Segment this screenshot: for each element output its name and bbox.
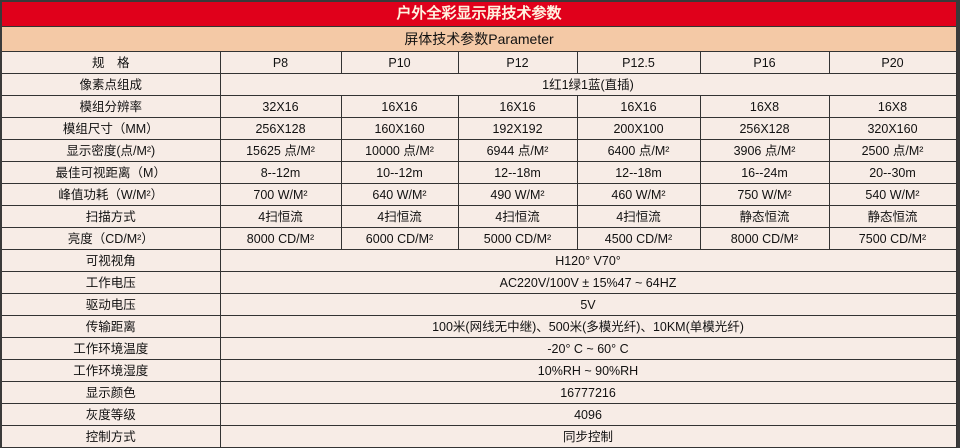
row-label: 最佳可视距离（M）: [2, 161, 221, 184]
table-row: 传输距离 100米(网线无中继)、500米(多模光纤)、10KM(单模光纤): [2, 315, 957, 338]
cell-value: 200X100: [576, 117, 701, 140]
cell-value: 15625 点/M²: [219, 139, 342, 162]
cell-value: 6000 CD/M²: [340, 227, 459, 250]
row-label: 可视视角: [2, 249, 221, 272]
cell-value: 静态恒流: [699, 205, 830, 228]
cell-value: 12--18m: [576, 161, 701, 184]
row-label: 模组分辨率: [2, 95, 221, 118]
cell-value: 16X16: [576, 95, 701, 118]
table-row: 工作环境湿度 10%RH ~ 90%RH: [2, 359, 957, 382]
cell-value: 8--12m: [219, 161, 342, 184]
table-row: 扫描方式 4扫恒流 4扫恒流 4扫恒流 4扫恒流 静态恒流 静态恒流: [2, 205, 957, 228]
column-header: P8: [219, 52, 342, 74]
table-row: 可视视角 H120° V70°: [2, 249, 957, 272]
table-row: 模组尺寸（MM） 256X128 160X160 192X192 200X100 256X…: [2, 117, 957, 140]
cell-value: 192X192: [457, 117, 578, 140]
table-row: 工作环境温度 -20° C ~ 60° C: [2, 337, 957, 360]
column-header: P20: [828, 52, 957, 74]
row-label: 控制方式: [2, 425, 221, 448]
merged-value: AC220V/100V ± 15%47 ~ 64HZ: [219, 271, 957, 294]
cell-value: 640 W/M²: [340, 183, 459, 206]
cell-value: 7500 CD/M²: [828, 227, 957, 250]
cell-value: 4扫恒流: [457, 205, 578, 228]
sheet-subtitle: 屏体技术参数Parameter: [2, 27, 956, 52]
row-label: 工作环境湿度: [2, 359, 221, 382]
table-row: 像素点组成 1红1绿1蓝(直插): [2, 73, 957, 96]
table-row: 峰值功耗（W/M²） 700 W/M² 640 W/M² 490 W/M² 460 W/…: [2, 183, 957, 206]
row-label: 亮度（CD/M²）: [2, 227, 221, 250]
column-header: P12: [457, 52, 578, 74]
merged-value: 100米(网线无中继)、500米(多模光纤)、10KM(单模光纤): [219, 315, 957, 338]
cell-value: 5000 CD/M²: [457, 227, 578, 250]
cell-value: 256X128: [219, 117, 342, 140]
row-label: 峰值功耗（W/M²）: [2, 183, 221, 206]
cell-value: 10000 点/M²: [340, 139, 459, 162]
cell-value: 8000 CD/M²: [699, 227, 830, 250]
header-label: 规 格: [2, 52, 221, 74]
cell-value: 6944 点/M²: [457, 139, 578, 162]
table-row: 显示颜色 16777216: [2, 381, 957, 404]
cell-value: 20--30m: [828, 161, 957, 184]
merged-value: 5V: [219, 293, 957, 316]
cell-value: 540 W/M²: [828, 183, 957, 206]
row-label: 传输距离: [2, 315, 221, 338]
cell-value: 700 W/M²: [219, 183, 342, 206]
cell-value: 4扫恒流: [340, 205, 459, 228]
row-label: 显示密度(点/M²): [2, 139, 221, 162]
row-label: 显示颜色: [2, 381, 221, 404]
cell-value: 2500 点/M²: [828, 139, 957, 162]
cell-value: 8000 CD/M²: [219, 227, 342, 250]
cell-value: 750 W/M²: [699, 183, 830, 206]
cell-value: 4扫恒流: [576, 205, 701, 228]
cell-value: 6400 点/M²: [576, 139, 701, 162]
column-header: P16: [699, 52, 830, 74]
cell-value: 16X16: [340, 95, 459, 118]
cell-value: 10--12m: [340, 161, 459, 184]
table-row: 灰度等级 4096: [2, 403, 957, 426]
cell-value: 静态恒流: [828, 205, 957, 228]
merged-value: 10%RH ~ 90%RH: [219, 359, 957, 382]
cell-value: 32X16: [219, 95, 342, 118]
row-label: 扫描方式: [2, 205, 221, 228]
table-row: 工作电压 AC220V/100V ± 15%47 ~ 64HZ: [2, 271, 957, 294]
table-row: 控制方式 同步控制: [2, 425, 957, 448]
cell-value: 16X8: [828, 95, 957, 118]
cell-value: 490 W/M²: [457, 183, 578, 206]
merged-value: H120° V70°: [219, 249, 957, 272]
cell-value: 16--24m: [699, 161, 830, 184]
cell-value: 256X128: [699, 117, 830, 140]
table-row: 驱动电压 5V: [2, 293, 957, 316]
row-label: 驱动电压: [2, 293, 221, 316]
cell-value: 3906 点/M²: [699, 139, 830, 162]
merged-value: 同步控制: [219, 425, 957, 448]
table-row: 显示密度(点/M²) 15625 点/M² 10000 点/M² 6944 点/M² 6…: [2, 139, 957, 162]
table-row: 模组分辨率 32X16 16X16 16X16 16X16 16X8 16X8: [2, 95, 957, 118]
spec-table: 规 格 P8 P10 P12 P12.5 P16 P20 像素点组成 1红1绿1蓝(直插) 模组分…: [2, 52, 957, 448]
cell-value: 16X8: [699, 95, 830, 118]
merged-value: 1红1绿1蓝(直插): [219, 73, 957, 96]
merged-value: 16777216: [219, 381, 957, 404]
cell-value: 12--18m: [457, 161, 578, 184]
table-row: 最佳可视距离（M） 8--12m 10--12m 12--18m 12--18m 16--…: [2, 161, 957, 184]
merged-value: 4096: [219, 403, 957, 426]
cell-value: 4扫恒流: [219, 205, 342, 228]
row-label: 模组尺寸（MM）: [2, 117, 221, 140]
column-header: P12.5: [576, 52, 701, 74]
sheet-title: 户外全彩显示屏技术参数: [2, 2, 956, 27]
row-label: 工作环境温度: [2, 337, 221, 360]
header-row: 规 格 P8 P10 P12 P12.5 P16 P20: [2, 52, 957, 74]
cell-value: 460 W/M²: [576, 183, 701, 206]
row-label: 像素点组成: [2, 73, 221, 96]
cell-value: 4500 CD/M²: [576, 227, 701, 250]
cell-value: 16X16: [457, 95, 578, 118]
cell-value: 320X160: [828, 117, 957, 140]
row-label: 灰度等级: [2, 403, 221, 426]
table-row: 亮度（CD/M²） 8000 CD/M² 6000 CD/M² 5000 CD/M² 4…: [2, 227, 957, 250]
row-label: 工作电压: [2, 271, 221, 294]
merged-value: -20° C ~ 60° C: [219, 337, 957, 360]
column-header: P10: [340, 52, 459, 74]
cell-value: 160X160: [340, 117, 459, 140]
